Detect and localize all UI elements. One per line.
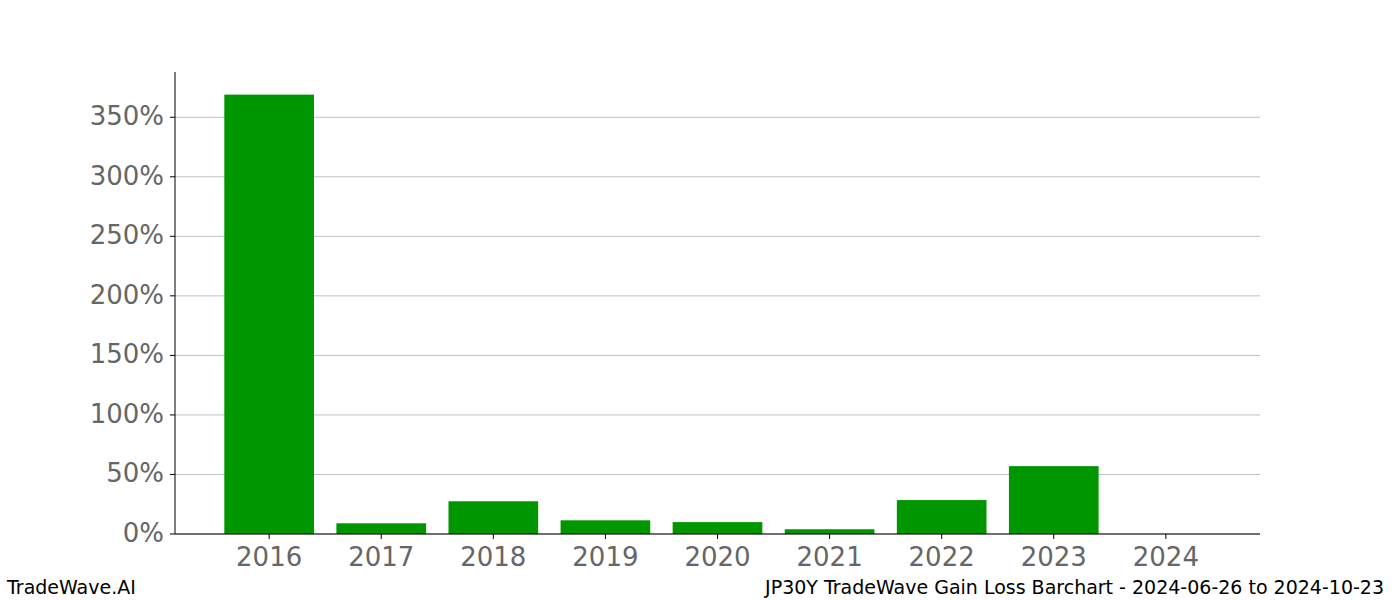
bar (897, 500, 987, 534)
x-tick-label: 2018 (460, 542, 526, 572)
y-tick-label: 100% (90, 399, 164, 429)
x-tick-label: 2021 (797, 542, 863, 572)
x-tick-label: 2016 (236, 542, 302, 572)
y-tick (170, 176, 175, 177)
bar (336, 523, 426, 534)
x-tick-label: 2020 (684, 542, 750, 572)
chart-svg: 0% 50% 100% 150% 200% 250% 300% 350% 2016 2017 201… (0, 0, 1400, 600)
x-tick-label: 2023 (1021, 542, 1087, 572)
bar (673, 522, 763, 534)
bar (448, 501, 538, 534)
x-tick (493, 534, 494, 539)
y-tick (170, 117, 175, 118)
y-tick-label: 50% (106, 458, 164, 488)
x-tick-label: 2024 (1133, 542, 1199, 572)
x-tick-label: 2019 (572, 542, 638, 572)
x-tick-label: 2017 (348, 542, 414, 572)
x-tick (717, 534, 718, 539)
y-tick-label: 150% (90, 339, 164, 369)
x-tick (1053, 534, 1054, 539)
title: JP30Y TradeWave Gain Loss Barchart - 202… (764, 576, 1384, 598)
y-tick-label: 350% (90, 101, 164, 131)
grid-line (175, 236, 1260, 237)
y-tick (170, 236, 175, 237)
grid-line (175, 295, 1260, 296)
bar (785, 529, 875, 534)
bar (561, 520, 651, 534)
bars (224, 95, 1098, 534)
y-tick-label: 300% (90, 161, 164, 191)
y-tick (170, 534, 175, 535)
y-tick (170, 414, 175, 415)
grid-line (175, 176, 1260, 177)
x-tick (381, 534, 382, 539)
annotation: TradeWave.AI (6, 576, 136, 598)
bar (1009, 466, 1099, 534)
grid-line (175, 414, 1260, 415)
chart-container: 0% 50% 100% 150% 200% 250% 300% 350% 2016 2017 201… (0, 0, 1400, 600)
y-tick (170, 355, 175, 356)
y-tick (170, 474, 175, 475)
x-tick (269, 534, 270, 539)
x-tick (605, 534, 606, 539)
y-tick-label: 0% (123, 518, 164, 548)
y-axis-line (175, 72, 176, 534)
y-tick (170, 295, 175, 296)
x-tick (941, 534, 942, 539)
x-tick (1165, 534, 1166, 539)
grid-line (175, 355, 1260, 356)
x-tick (829, 534, 830, 539)
y-tick-label: 250% (90, 220, 164, 250)
y-tick-label: 200% (90, 280, 164, 310)
x-tick-label: 2022 (909, 542, 975, 572)
bar (224, 95, 314, 534)
grid-line (175, 117, 1260, 118)
